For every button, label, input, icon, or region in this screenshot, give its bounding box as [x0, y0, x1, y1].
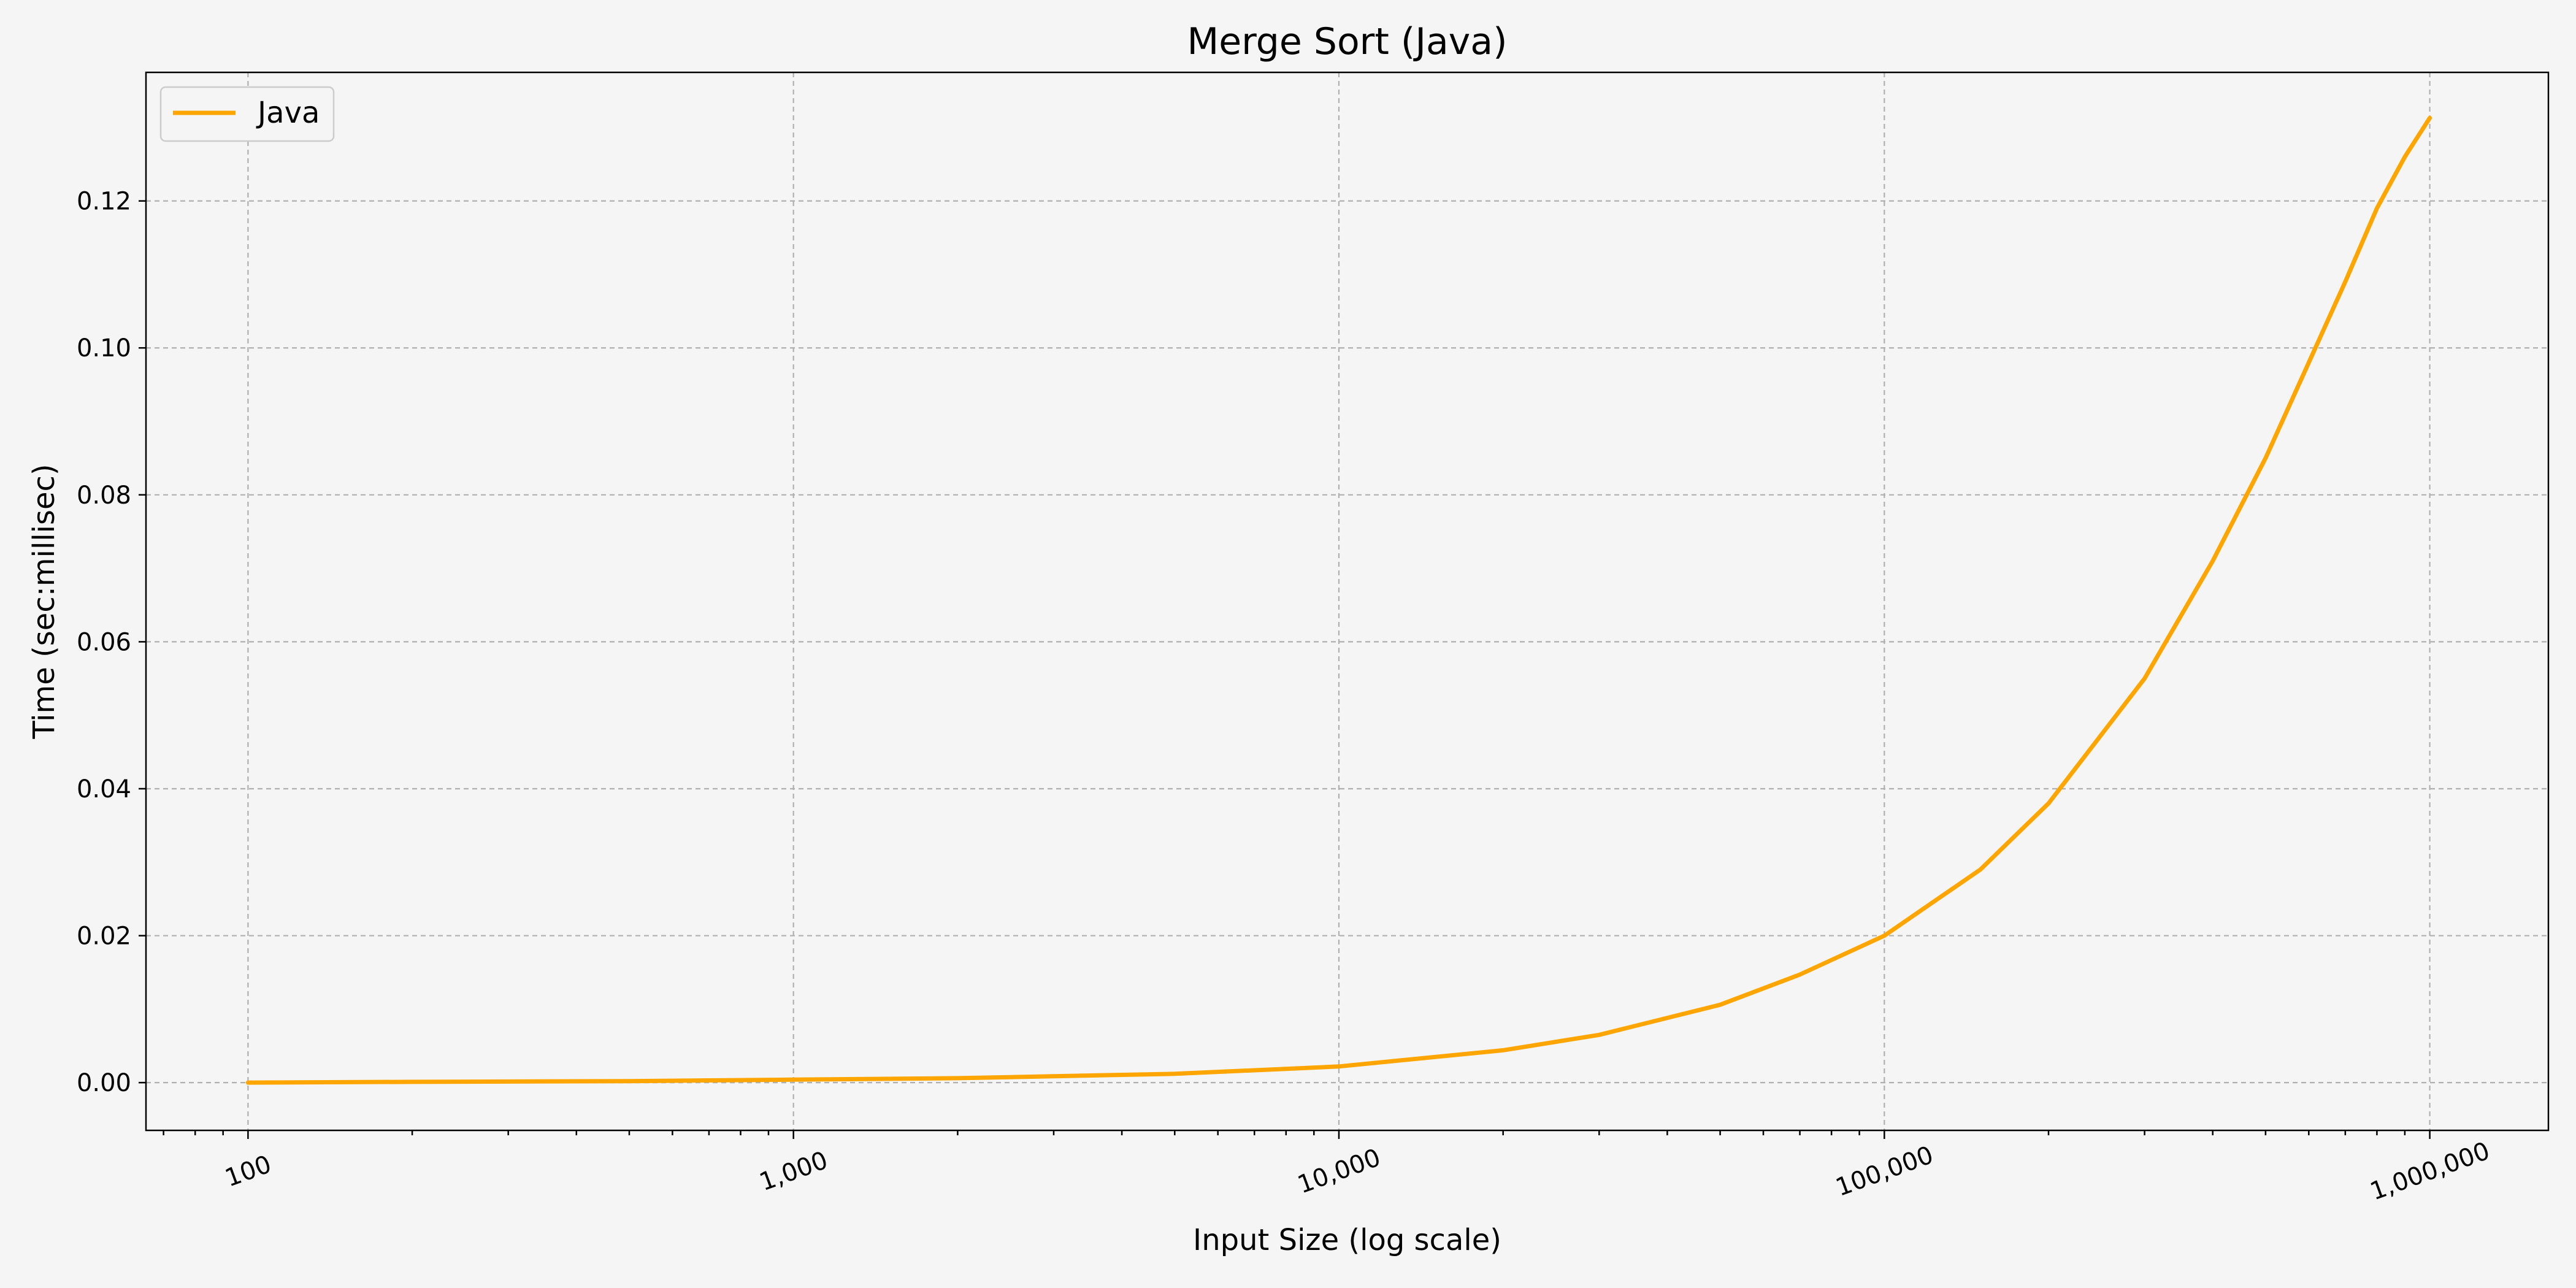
- axes-ticks: 0.00 0.02 0.04 0.06 0.08 0.10 0.12 100 1,000 10,0…: [77, 188, 2494, 1206]
- x-tick-label: 100,000: [1832, 1141, 1937, 1202]
- x-tick-label: 1,000,000: [2366, 1137, 2493, 1206]
- legend: Java: [159, 86, 335, 142]
- y-tick-label: 0.12: [77, 188, 131, 216]
- x-tick-label: 10,000: [1294, 1143, 1384, 1199]
- grid: [146, 72, 2548, 1130]
- y-tick-label: 0.00: [77, 1069, 131, 1097]
- y-tick-label: 0.02: [77, 922, 131, 951]
- y-tick-label: 0.08: [77, 481, 131, 510]
- plot-area: [145, 71, 2550, 1132]
- y-axis-label: Time (sec:millisec): [27, 464, 61, 739]
- y-tick-label: 0.06: [77, 628, 131, 656]
- chart-title: Merge Sort (Java): [1187, 20, 1508, 63]
- x-tick-label: 1,000: [756, 1146, 831, 1197]
- x-tick-label: 100: [221, 1150, 275, 1192]
- series-layer: [245, 115, 2432, 1085]
- x-axis-label: Input Size (log scale): [1193, 1223, 1501, 1257]
- legend-label-java: Java: [256, 96, 320, 130]
- legend-box: [159, 86, 335, 142]
- y-tick-label: 0.10: [77, 334, 131, 362]
- y-tick-label: 0.04: [77, 775, 131, 803]
- series-line-java: [245, 115, 2432, 1085]
